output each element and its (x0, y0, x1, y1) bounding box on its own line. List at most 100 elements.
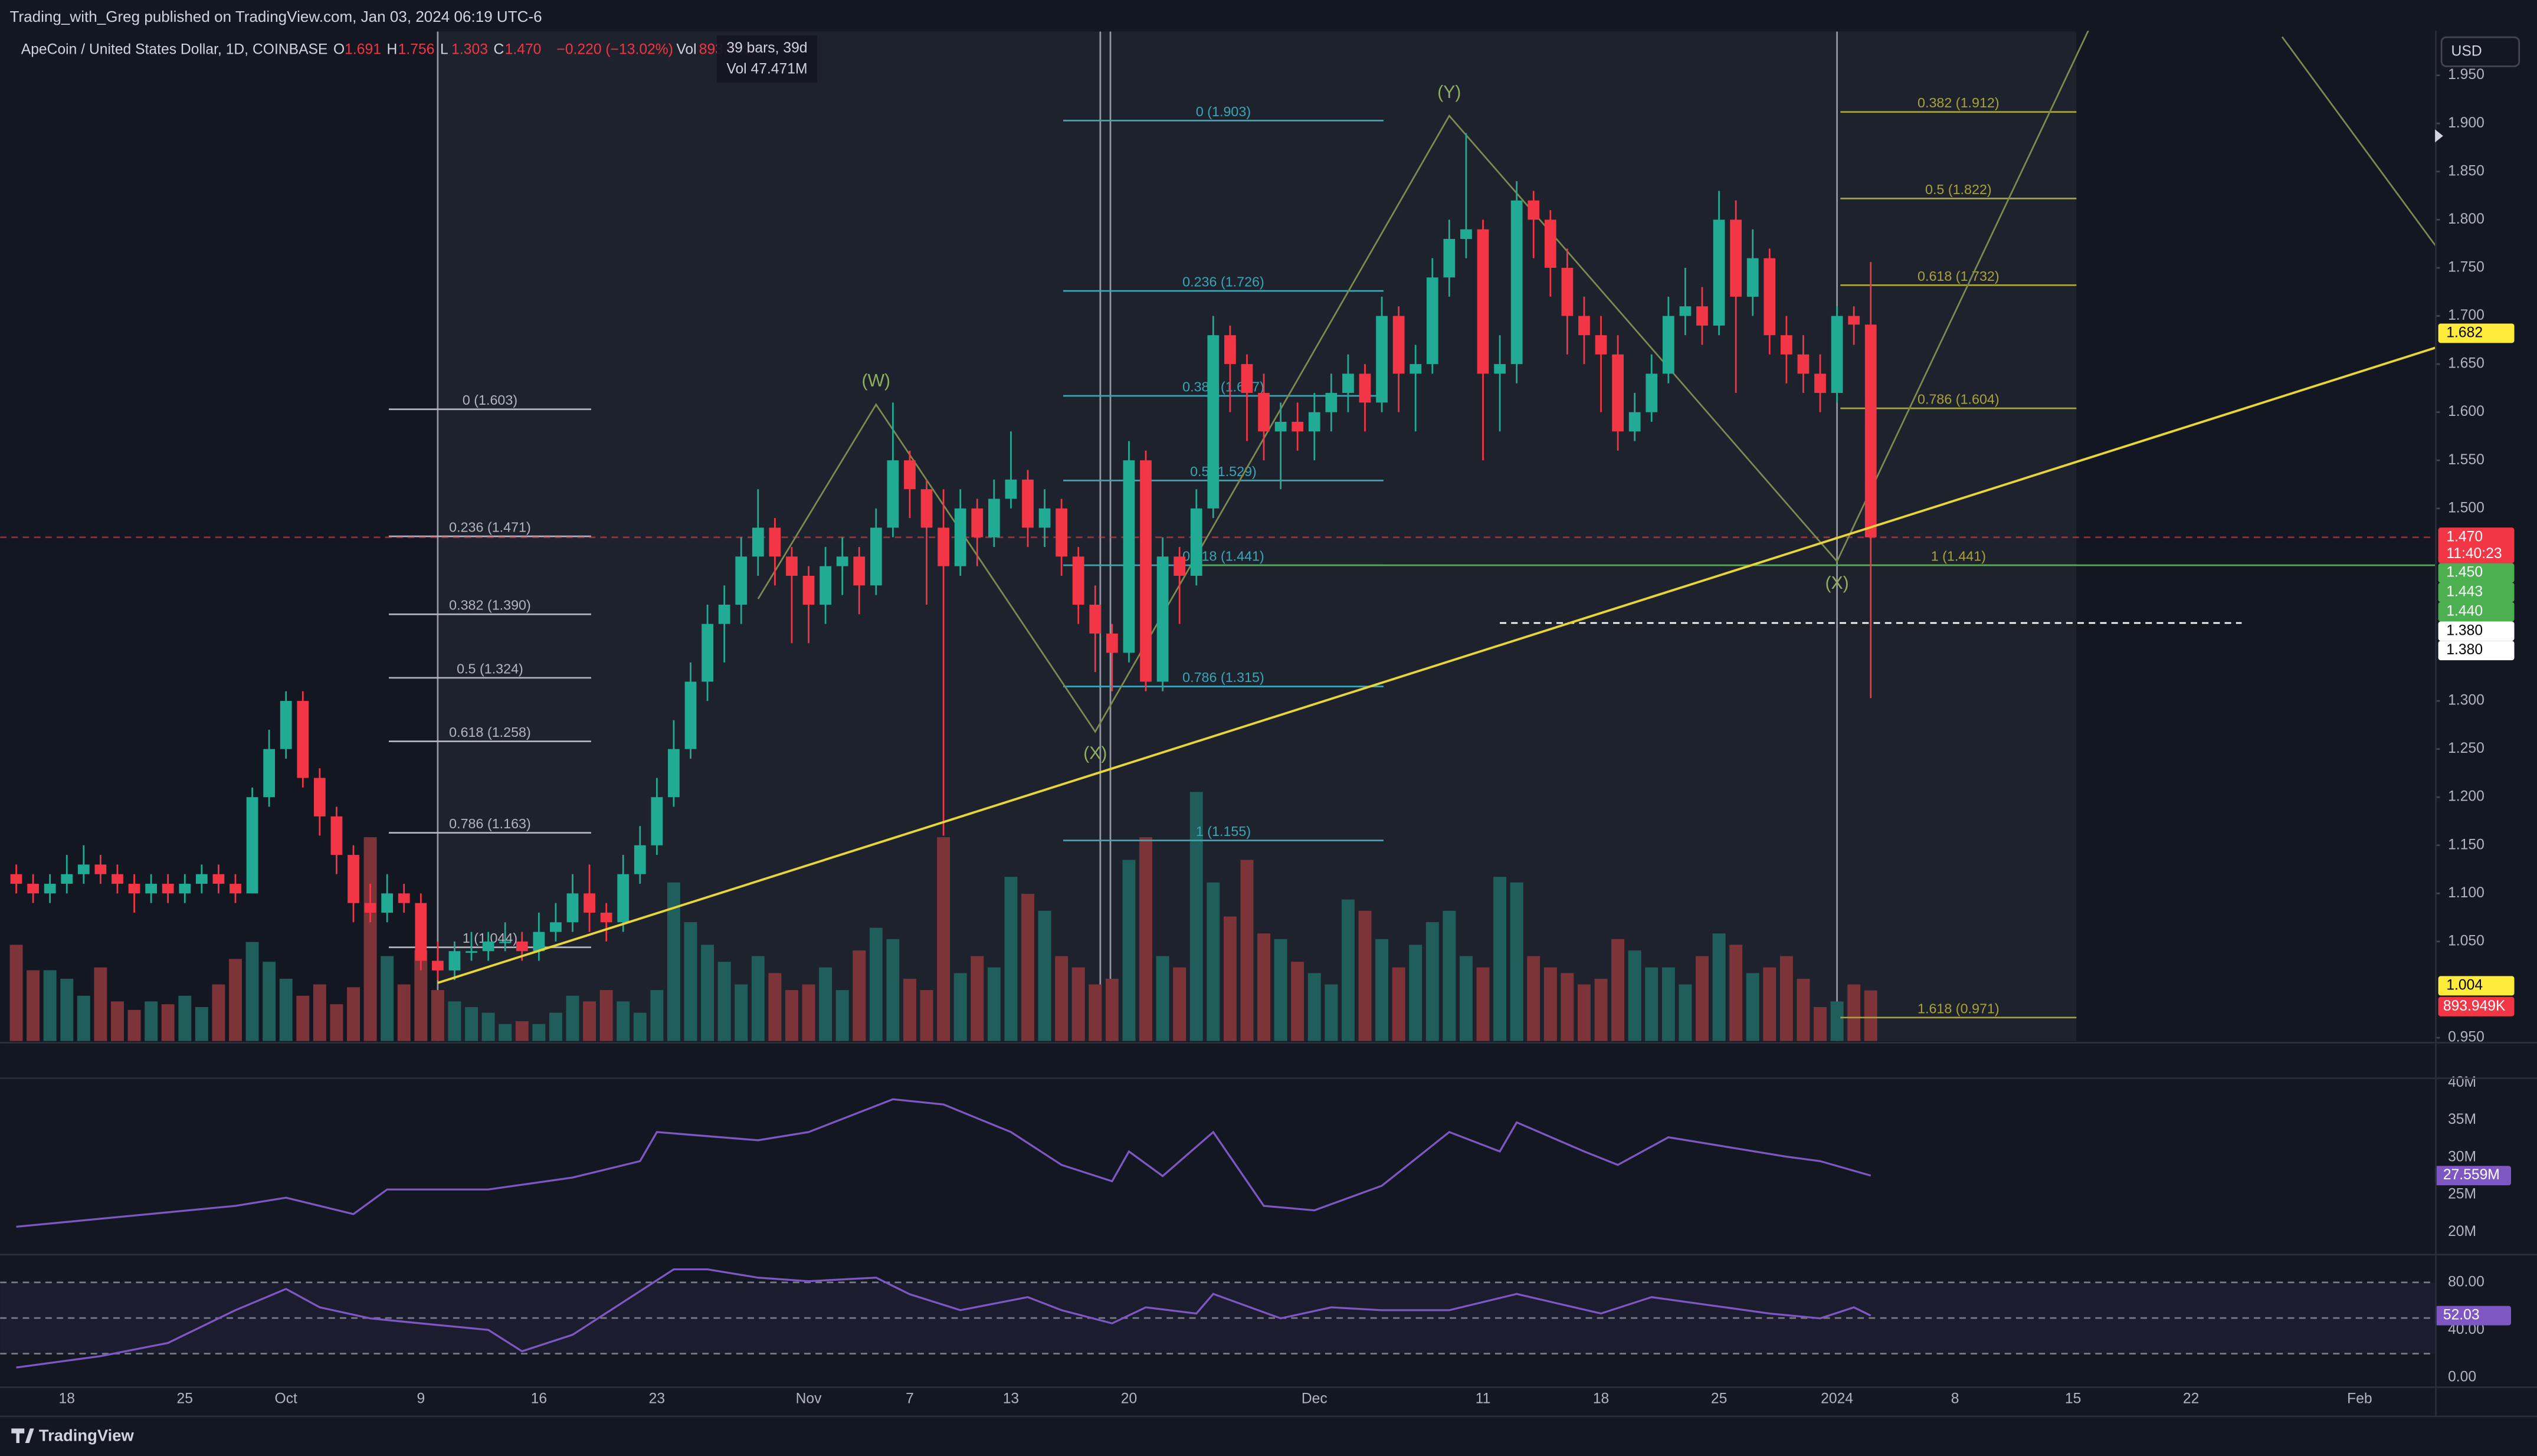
candle-body (1410, 364, 1422, 374)
currency[interactable]: USD (2451, 43, 2482, 59)
volume-bar (1375, 939, 1389, 1041)
x-tick-label: Oct (275, 1391, 298, 1407)
y-tick-label: 1.750 (2448, 259, 2484, 275)
legend-key: O (333, 42, 345, 58)
price-label: 1.380 (2446, 622, 2483, 638)
candle-body (600, 912, 612, 923)
currency-box[interactable] (2440, 36, 2520, 67)
candle-body (786, 556, 798, 576)
candle-body (1595, 335, 1607, 355)
volume-bar (1543, 967, 1557, 1041)
candle-body (314, 778, 326, 816)
volume-bar (1712, 933, 1726, 1041)
candle-body (1662, 316, 1674, 374)
candle-body (718, 604, 730, 624)
candle-body (617, 874, 630, 923)
x-tick-label: 25 (1711, 1391, 1727, 1407)
volume-bar (279, 979, 293, 1041)
indicator-value-label: 52.03 (2443, 1307, 2480, 1323)
candle-body (297, 701, 309, 778)
candle-body (1174, 556, 1186, 576)
y-tick-label: 1.200 (2448, 789, 2484, 805)
candle-body (1544, 219, 1556, 268)
published-note: Trading_with_Greg published on TradingVi… (10, 8, 542, 25)
candle-body (1190, 508, 1202, 576)
volume-label: 893.949K (2443, 998, 2506, 1014)
volume-bar (77, 995, 90, 1041)
candle-body (1207, 335, 1220, 509)
candle-body (1022, 479, 1034, 528)
volume-bar (1425, 922, 1439, 1041)
volume-bar (448, 1001, 461, 1041)
wave-label: (Y) (1437, 83, 1461, 102)
candle-body (330, 816, 343, 855)
volume-bar (684, 922, 697, 1041)
candle-body (668, 749, 680, 798)
indicator-value-box (2435, 1166, 2512, 1186)
x-tick-label: 25 (177, 1391, 193, 1407)
candle-body (415, 903, 427, 961)
volume-bar (1341, 899, 1355, 1041)
x-tick-label: 20 (1121, 1391, 1137, 1407)
legend-value: 1.303 (451, 42, 488, 58)
price-label: 1.450 (2446, 565, 2483, 581)
volume-bar (1392, 967, 1405, 1041)
volume-bar (1274, 939, 1287, 1041)
indicator-tick-label: 20M (2448, 1224, 2476, 1239)
candle-body (10, 874, 22, 884)
scroll-arrow[interactable] (2435, 129, 2443, 143)
volume-bar (1307, 973, 1321, 1041)
price-label-box (2438, 621, 2515, 641)
candle-body (887, 460, 899, 528)
x-tick-label: Feb (2347, 1391, 2372, 1407)
candle-body (870, 527, 882, 586)
x-tick-label: 8 (1951, 1391, 1959, 1407)
volume-bar (178, 995, 192, 1041)
volume-bar (1089, 984, 1102, 1041)
wave-label: (X) (1083, 744, 1107, 763)
candle-body (77, 864, 90, 874)
candle-body (1038, 508, 1051, 528)
volume-bar (1510, 882, 1523, 1041)
volume-bar (1325, 984, 1338, 1041)
candle-body (1140, 460, 1152, 682)
candle-body (246, 797, 258, 894)
volume-bar (1004, 877, 1018, 1041)
candle-body (1460, 229, 1472, 240)
x-tick-label: 2024 (1821, 1391, 1853, 1407)
volume-bar (920, 990, 933, 1041)
volume-bar (296, 995, 310, 1041)
candle-body (651, 797, 663, 845)
candle-body (1646, 373, 1658, 412)
volume-bar (1746, 973, 1759, 1041)
candle-body (1781, 335, 1792, 355)
volume-bar (145, 1001, 158, 1041)
volume-bar (751, 956, 765, 1041)
volume-bar (1763, 967, 1776, 1041)
candle-body (904, 460, 916, 490)
fib-level-label: 1 (1.155) (1196, 824, 1251, 839)
candle-body (1426, 277, 1438, 365)
candle-body (145, 884, 157, 894)
candle-body (971, 508, 984, 537)
candle-body (735, 556, 748, 605)
measure-vol: Vol 47.471M (726, 61, 807, 77)
candle-body (769, 527, 781, 557)
volume-bar (161, 1004, 175, 1041)
candle-body (1156, 556, 1169, 682)
price-label-box (2438, 602, 2515, 622)
candle-body (820, 566, 831, 605)
volume-bar (1173, 967, 1186, 1041)
candle-body (1072, 556, 1084, 605)
indicator-tick-label: 25M (2448, 1186, 2476, 1202)
footer-brand: TradingView (39, 1426, 135, 1444)
candle-body (1376, 316, 1388, 403)
fib-level-label: 0.786 (1.315) (1182, 670, 1264, 685)
volume-bar (819, 967, 832, 1041)
volume-indicator-pane (16, 1098, 1871, 1228)
y-tick-label: 1.500 (2448, 500, 2484, 516)
volume-bar (1847, 984, 1861, 1041)
volume-bar (566, 995, 579, 1041)
volume-bar (1223, 916, 1237, 1041)
